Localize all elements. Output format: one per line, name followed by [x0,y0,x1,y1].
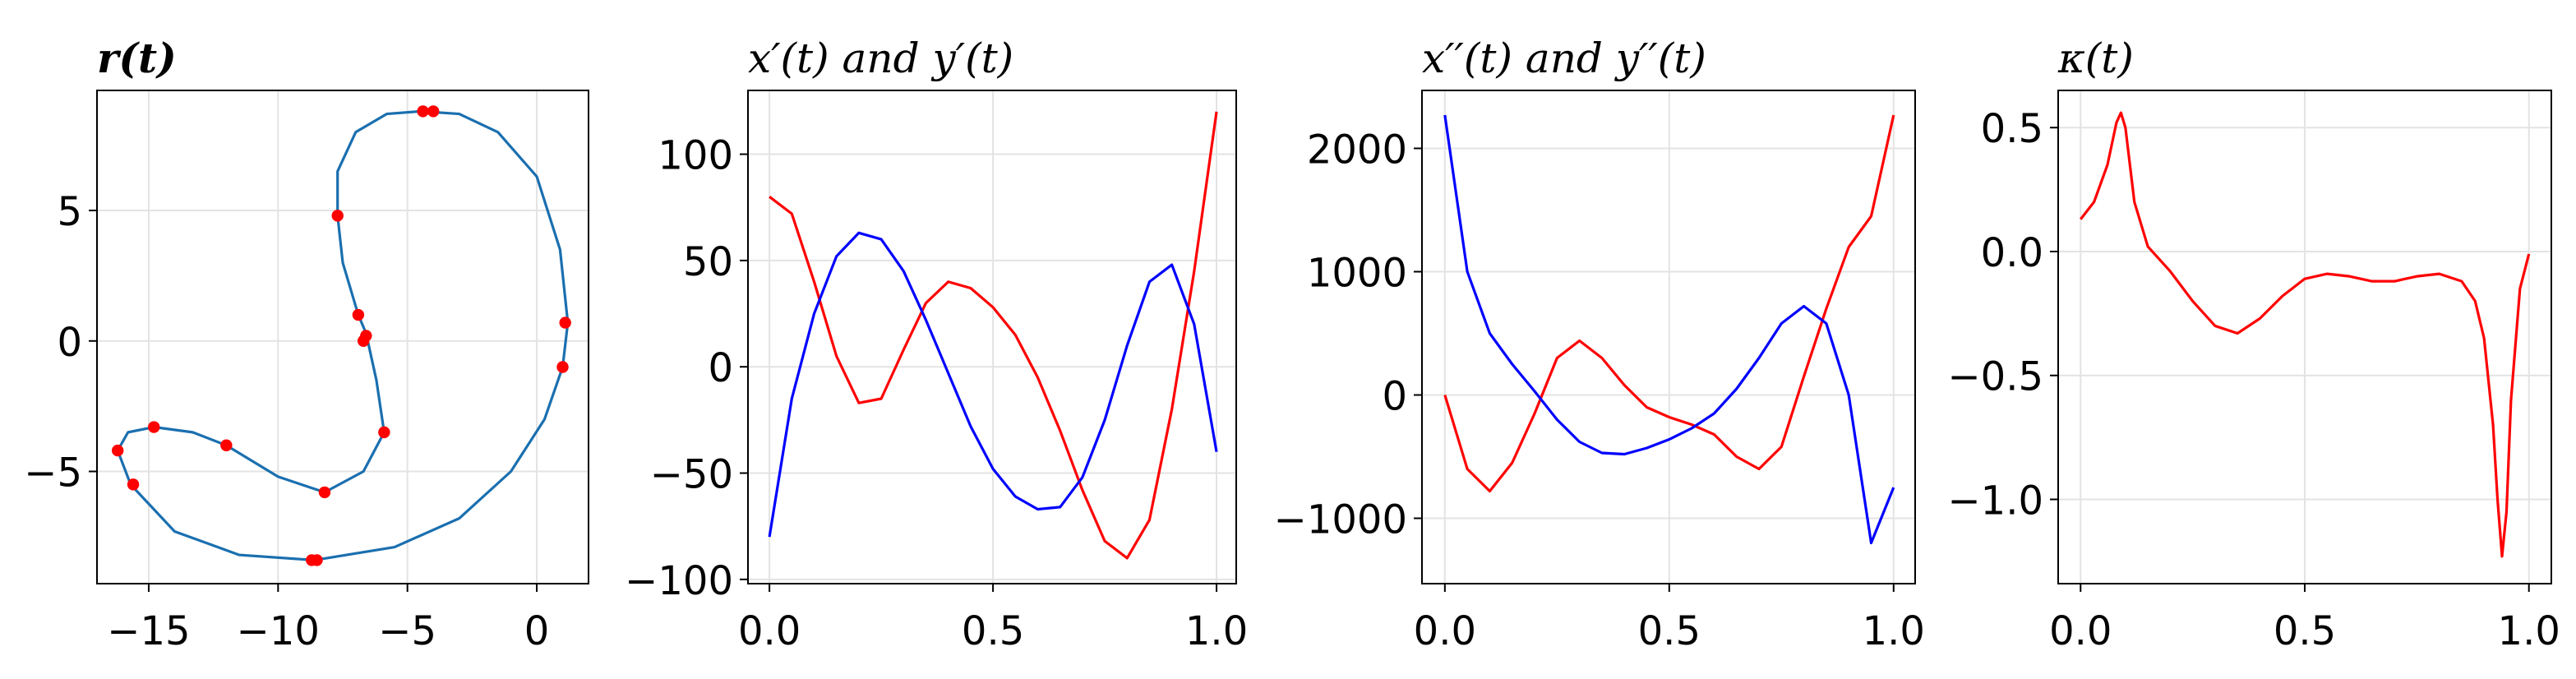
data-point [556,361,569,373]
y-tick-label: 50 [683,239,733,285]
x-tick-label: −10 [237,608,320,654]
y-tick-label: 5 [57,189,82,235]
data-line [1443,114,1895,493]
y-tick-label: 0 [708,345,733,391]
data-point [352,308,365,321]
x-tick-label: 0 [524,608,550,654]
y-tick-label: −5 [24,450,82,496]
chart-title: r(t) [97,34,177,82]
y-tick-label: −1000 [1274,497,1407,543]
data-point [311,554,323,566]
data-point [378,426,390,439]
data-point [318,486,331,499]
data-line [768,231,1218,538]
x-tick-label: 0.0 [738,608,801,654]
y-tick-label: 2000 [1307,127,1407,173]
data-point [559,316,571,329]
x-tick-label: 1.0 [2498,608,2560,654]
plot-frame [1421,90,1916,584]
x-tick-label: 0.0 [1414,608,1476,654]
y-tick-label: 0 [1382,374,1407,420]
y-tick-label: −50 [650,452,733,498]
y-tick-label: −0.5 [1947,354,2043,400]
plot-frame [2057,90,2552,584]
data-line [116,109,570,562]
y-tick-label: −100 [625,558,733,604]
y-tick-label: 0.5 [1981,106,2043,152]
chart-title: x′′(t) and y′′(t) [1422,35,1706,82]
plot-frame [747,90,1237,584]
x-tick-label: 0.5 [1638,608,1701,654]
chart-title: κ(t) [2057,35,2134,82]
data-point [148,421,160,433]
y-tick-label: −1.0 [1947,478,2043,524]
x-tick-label: −15 [107,608,190,654]
data-line [769,111,1218,560]
y-tick-label: 0 [57,320,82,366]
data-point [220,439,233,451]
data-point [357,335,370,347]
data-line [2080,111,2531,558]
x-tick-label: 0.5 [962,608,1024,654]
data-line [1443,114,1895,545]
x-tick-label: 0.0 [2049,608,2112,654]
data-point [331,210,344,222]
y-tick-label: 100 [658,133,733,179]
plot-frame [96,90,589,584]
data-point [417,105,429,118]
y-tick-label: 0.0 [1981,230,2043,276]
x-tick-label: 1.0 [1863,608,1925,654]
y-tick-label: 1000 [1307,251,1407,297]
data-point [427,105,440,118]
data-point [111,444,124,457]
x-tick-label: −5 [378,608,436,654]
x-tick-label: 0.5 [2274,608,2336,654]
x-tick-label: 1.0 [1185,608,1248,654]
data-point [127,478,140,491]
chart-title: x′(t) and y′(t) [748,35,1013,82]
